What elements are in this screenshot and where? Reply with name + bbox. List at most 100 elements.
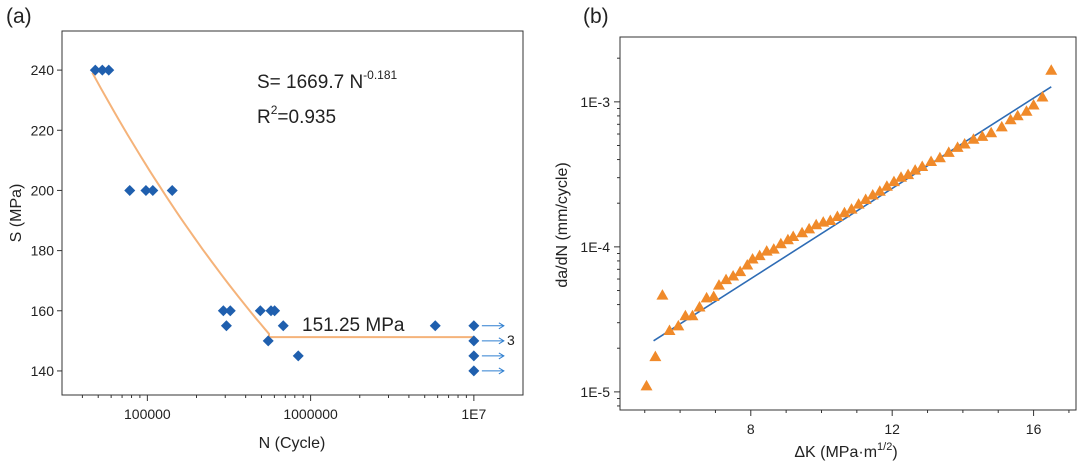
- panel-b-y-axis-title: da/dN (mm/cycle): [554, 162, 571, 287]
- y-tick-label: 200: [31, 182, 55, 198]
- data-point: [838, 206, 851, 218]
- r2-base: R: [257, 107, 271, 128]
- data-point: [951, 141, 964, 152]
- runout-point: [468, 365, 480, 377]
- data-point: [787, 230, 800, 241]
- data-point: [727, 269, 740, 281]
- x-tick-label: 1E7: [461, 406, 486, 422]
- data-point: [895, 171, 908, 182]
- y-tick-label: 140: [31, 363, 55, 379]
- data-point: [925, 155, 938, 166]
- data-point: [147, 184, 159, 196]
- data-point: [852, 198, 865, 209]
- fit-equation-exponent: -0.181: [363, 68, 397, 82]
- panel-a-fit-curve: [91, 72, 474, 339]
- data-point: [217, 305, 229, 317]
- y-tick-label: 1E-4: [580, 239, 610, 255]
- data-point: [166, 184, 178, 196]
- x-title-close: ): [892, 444, 897, 461]
- data-point: [96, 64, 108, 76]
- panel-b-data-points: [640, 64, 1058, 391]
- y-tick-label: 240: [31, 62, 55, 78]
- runout-point: [468, 350, 480, 362]
- panel-a-sn-curve: (a) 140 160 180 200 220 240 100000 1000000 1E7 S…: [6, 5, 524, 452]
- data-point: [902, 168, 915, 180]
- x-tick-label: 12: [884, 421, 900, 437]
- runout-point: [468, 335, 480, 347]
- runout-point: [468, 320, 480, 332]
- data-point: [859, 193, 872, 205]
- data-point: [734, 265, 747, 277]
- data-point: [656, 289, 669, 300]
- panel-a-label: (a): [6, 5, 32, 28]
- data-point: [1011, 109, 1024, 121]
- data-point: [803, 222, 816, 234]
- panel-b-x-axis-title: ΔK (MPa·m1/2): [794, 441, 897, 461]
- data-point: [1004, 113, 1017, 125]
- data-point: [985, 126, 998, 138]
- data-point: [720, 273, 733, 285]
- data-point: [781, 233, 794, 245]
- data-point: [976, 130, 989, 141]
- x-title-base: ΔK (MPa·m: [794, 444, 877, 461]
- panel-a-fit-equation: S= 1669.7 N-0.181: [257, 68, 398, 93]
- data-point: [995, 120, 1008, 132]
- data-point: [672, 319, 685, 331]
- data-point: [866, 188, 879, 200]
- data-point: [796, 226, 809, 238]
- x-tick-label: 16: [1026, 421, 1042, 437]
- runout-arrow-head: [498, 322, 505, 330]
- data-point: [1036, 90, 1049, 102]
- data-point: [686, 309, 699, 321]
- y-tick-label: 220: [31, 122, 55, 138]
- data-point: [741, 258, 754, 270]
- data-point: [1020, 105, 1033, 116]
- panel-a-r-squared: R2=0.935: [257, 103, 336, 128]
- data-point: [824, 214, 837, 225]
- data-point: [103, 64, 115, 76]
- data-point: [753, 249, 766, 261]
- runout-arrow-head: [498, 352, 505, 360]
- panel-b-label: (b): [583, 5, 609, 28]
- data-point: [887, 175, 900, 187]
- panel-a-y-axis-title: S (MPa): [8, 184, 25, 243]
- panel-a-plot-frame: [61, 30, 524, 396]
- panel-b-fit-line: [653, 86, 1052, 342]
- panel-b-plot-frame: [619, 36, 1077, 411]
- x-tick-label: 100000: [124, 406, 171, 422]
- data-point: [277, 320, 289, 332]
- data-point: [292, 350, 304, 362]
- data-point: [845, 203, 858, 214]
- data-point: [224, 305, 236, 317]
- data-point: [220, 320, 232, 332]
- data-point: [933, 151, 946, 163]
- r2-exponent: 2: [271, 103, 278, 117]
- data-point: [958, 138, 971, 149]
- data-point: [746, 252, 759, 264]
- data-point: [649, 350, 662, 362]
- data-point: [429, 320, 441, 332]
- y-tick-label: 160: [31, 303, 55, 319]
- data-point: [140, 184, 152, 196]
- x-tick-label: 1000000: [283, 406, 338, 422]
- data-point: [880, 180, 893, 191]
- data-point: [269, 305, 281, 317]
- y-tick-label: 1E-3: [580, 94, 610, 110]
- panel-a-runout-arrows: [481, 322, 505, 375]
- endurance-limit-label: 151.25 MPa: [302, 315, 405, 336]
- data-point: [967, 133, 980, 144]
- data-point: [942, 146, 955, 157]
- x-title-exponent: 1/2: [877, 441, 892, 453]
- panel-a-x-axis-title: N (Cycle): [259, 435, 326, 452]
- panel-a-data-points: [89, 64, 480, 377]
- runout-arrow-head: [498, 337, 505, 345]
- y-tick-label: 180: [31, 243, 55, 259]
- data-point: [767, 243, 780, 254]
- runout-count-label: 3: [507, 332, 515, 348]
- r2-value: =0.935: [277, 107, 336, 128]
- data-point: [1045, 64, 1058, 75]
- data-point: [712, 279, 725, 290]
- x-tick-label: 8: [747, 421, 755, 437]
- panel-b-crack-growth: (b) 8 12 16 1E-5 1E-4 1E-3 ΔK (MPa·m1/2) da/d…: [554, 5, 1077, 461]
